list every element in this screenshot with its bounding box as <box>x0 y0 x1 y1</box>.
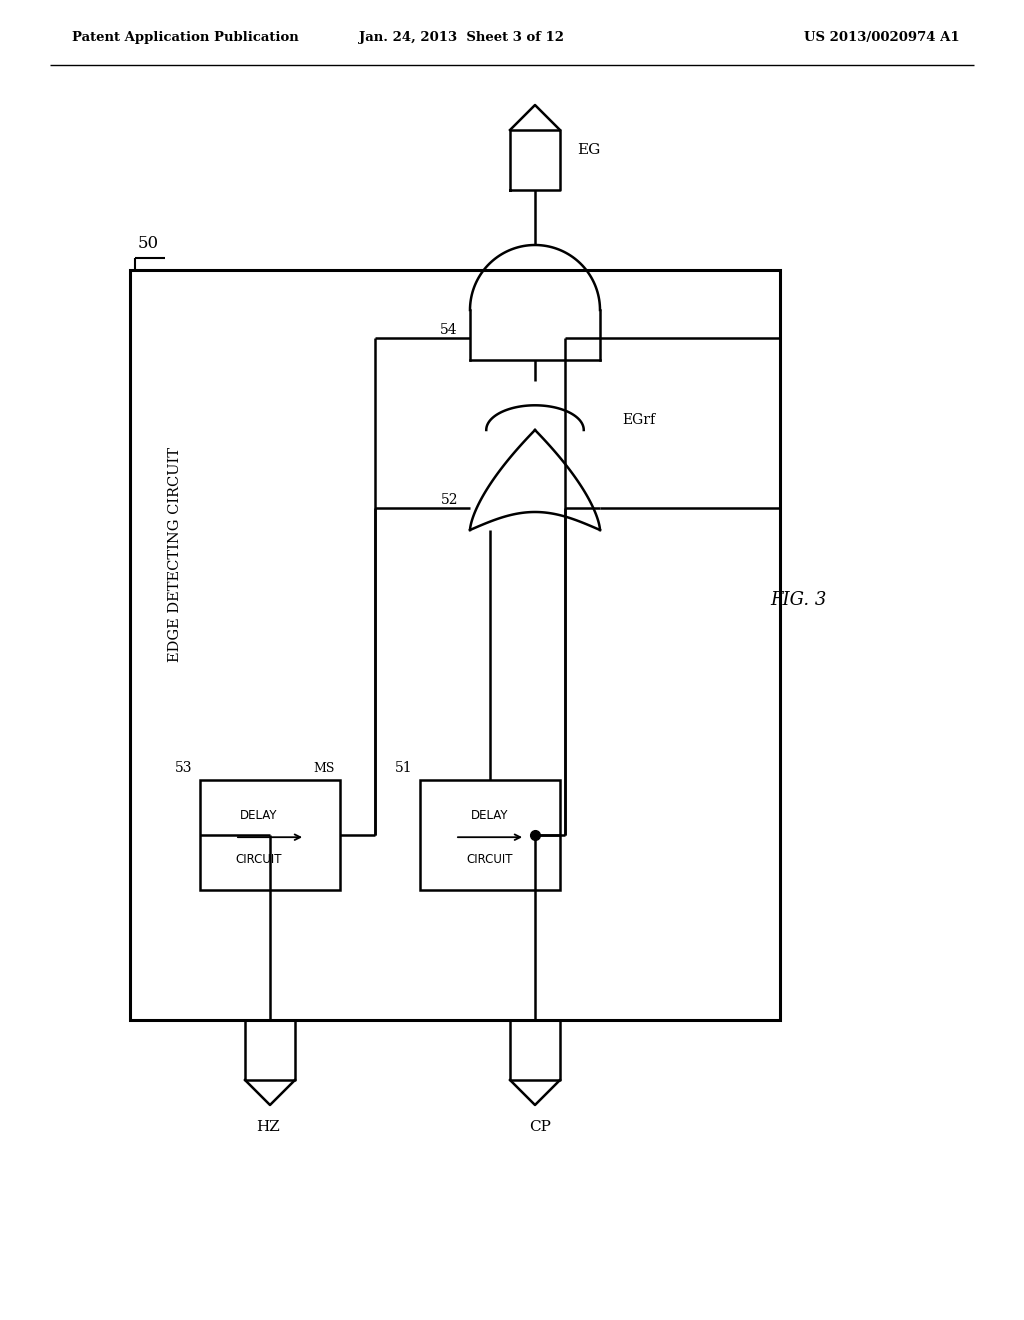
Text: HZ: HZ <box>256 1119 280 1134</box>
Text: US 2013/0020974 A1: US 2013/0020974 A1 <box>805 32 961 45</box>
Text: CIRCUIT: CIRCUIT <box>236 853 282 866</box>
Text: FIG. 3: FIG. 3 <box>770 591 826 609</box>
Text: 51: 51 <box>394 762 412 775</box>
Text: Patent Application Publication: Patent Application Publication <box>72 32 299 45</box>
Text: DELAY: DELAY <box>471 809 509 821</box>
Text: DELAY: DELAY <box>240 809 278 821</box>
Text: EDGE DETECTING CIRCUIT: EDGE DETECTING CIRCUIT <box>168 447 182 663</box>
Bar <box>130 271 780 1020</box>
Text: 53: 53 <box>174 762 193 775</box>
Text: EGrf: EGrf <box>622 413 655 426</box>
Text: CIRCUIT: CIRCUIT <box>467 853 513 866</box>
Text: CP: CP <box>529 1119 551 1134</box>
Bar <box>200 780 340 890</box>
Text: 52: 52 <box>440 492 458 507</box>
Text: 54: 54 <box>440 323 458 337</box>
Text: Jan. 24, 2013  Sheet 3 of 12: Jan. 24, 2013 Sheet 3 of 12 <box>359 32 564 45</box>
Text: MS: MS <box>313 762 335 775</box>
Bar <box>420 780 560 890</box>
Text: 50: 50 <box>138 235 159 252</box>
Text: EG: EG <box>577 143 600 157</box>
